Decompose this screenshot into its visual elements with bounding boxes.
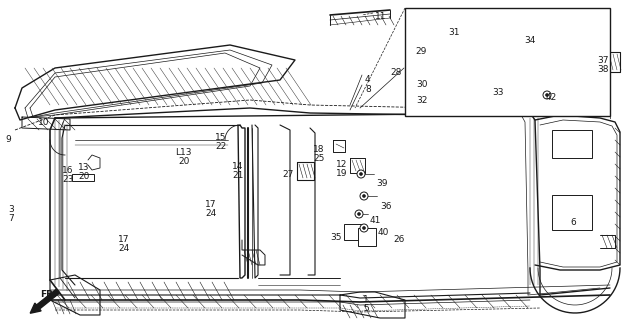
Text: 28: 28	[390, 68, 401, 77]
Text: 5: 5	[363, 304, 369, 313]
Text: 27: 27	[282, 170, 293, 179]
Text: 8: 8	[365, 85, 370, 94]
Text: 6: 6	[570, 218, 576, 227]
Circle shape	[545, 93, 548, 97]
Text: 14: 14	[232, 162, 243, 171]
Text: 34: 34	[524, 36, 535, 45]
Text: 13: 13	[78, 163, 89, 172]
Text: 1: 1	[363, 295, 369, 304]
Text: 38: 38	[597, 65, 608, 74]
Circle shape	[357, 170, 365, 178]
Circle shape	[360, 172, 362, 175]
Text: 15: 15	[215, 133, 226, 142]
Circle shape	[360, 192, 368, 200]
Text: 35: 35	[330, 233, 342, 242]
Text: 19: 19	[336, 169, 347, 178]
FancyArrow shape	[30, 289, 60, 313]
Text: 24: 24	[205, 209, 216, 218]
Text: 24: 24	[118, 244, 129, 253]
Text: 4: 4	[365, 75, 370, 84]
Text: 41: 41	[370, 216, 381, 225]
Text: 23: 23	[62, 175, 74, 184]
Text: 10: 10	[38, 118, 50, 127]
Circle shape	[355, 210, 363, 218]
Bar	[552, 195, 592, 230]
Text: 32: 32	[416, 96, 427, 105]
Text: 20: 20	[78, 172, 89, 181]
Text: 21: 21	[232, 171, 243, 180]
Text: 17: 17	[205, 200, 216, 209]
Circle shape	[362, 227, 365, 229]
Bar	[72, 174, 94, 181]
Circle shape	[543, 91, 551, 99]
Bar	[405, 8, 610, 116]
Text: 7: 7	[8, 214, 14, 223]
Bar	[358, 228, 376, 246]
Text: 17: 17	[118, 235, 130, 244]
Text: 39: 39	[376, 179, 387, 188]
Text: 25: 25	[313, 154, 325, 163]
Text: 22: 22	[215, 142, 226, 151]
Text: 26: 26	[393, 235, 404, 244]
Text: 36: 36	[380, 202, 391, 211]
Circle shape	[362, 195, 365, 197]
Bar	[344, 224, 362, 240]
Bar	[552, 130, 592, 158]
Text: 29: 29	[415, 47, 426, 56]
Text: FR.: FR.	[40, 290, 57, 299]
Text: 18: 18	[313, 145, 325, 154]
Text: 12: 12	[336, 160, 347, 169]
Circle shape	[357, 212, 360, 215]
Text: 37: 37	[597, 56, 608, 65]
Text: 33: 33	[492, 88, 503, 97]
Text: 16: 16	[62, 166, 74, 175]
Text: 20: 20	[178, 157, 189, 166]
Text: 3: 3	[8, 205, 14, 214]
Text: 31: 31	[448, 28, 460, 37]
Text: 11: 11	[375, 12, 386, 21]
Text: 30: 30	[416, 80, 428, 89]
Circle shape	[360, 224, 368, 232]
Text: 40: 40	[378, 228, 389, 237]
Text: 42: 42	[546, 93, 557, 102]
Text: 9: 9	[5, 135, 11, 144]
Text: L13: L13	[175, 148, 191, 157]
